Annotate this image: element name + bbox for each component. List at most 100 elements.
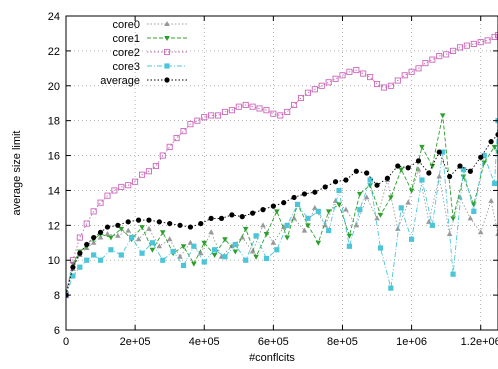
data-point-average bbox=[447, 173, 453, 180]
data-point-core0 bbox=[177, 253, 183, 259]
y-tick-label: 10 bbox=[48, 255, 60, 267]
legend-label-core3: core3 bbox=[112, 61, 140, 73]
data-point-core1 bbox=[439, 113, 446, 119]
legend-marker-core3 bbox=[164, 63, 170, 69]
data-point-average bbox=[478, 154, 484, 160]
data-point-core2 bbox=[111, 187, 118, 194]
data-point-core1 bbox=[346, 233, 353, 239]
data-point-average bbox=[77, 250, 83, 256]
data-point-core3 bbox=[440, 149, 446, 155]
data-point-core1 bbox=[180, 244, 187, 250]
series-line-average bbox=[66, 134, 498, 296]
series-core0 bbox=[66, 166, 498, 298]
data-point-core0 bbox=[436, 173, 443, 179]
legend-label-average: average bbox=[100, 75, 140, 87]
legend-label-core1: core1 bbox=[112, 33, 140, 45]
data-point-core2 bbox=[173, 135, 180, 142]
data-point-core2 bbox=[263, 107, 270, 114]
data-point-average bbox=[301, 191, 308, 197]
data-point-core2 bbox=[429, 56, 436, 63]
series-core3 bbox=[66, 118, 498, 298]
y-tick-label: 20 bbox=[48, 81, 60, 93]
data-point-core2 bbox=[387, 82, 394, 89]
series-core1 bbox=[66, 113, 498, 297]
data-point-core2 bbox=[450, 47, 457, 54]
data-point-core0 bbox=[187, 239, 194, 245]
data-point-core2 bbox=[249, 103, 256, 110]
data-point-average bbox=[332, 179, 339, 185]
data-point-core1 bbox=[336, 202, 342, 208]
data-point-core3 bbox=[201, 259, 207, 265]
data-point-core3 bbox=[129, 234, 135, 241]
plot-frame bbox=[65, 15, 498, 331]
data-point-core2 bbox=[408, 68, 415, 75]
legend-marker-core2 bbox=[163, 48, 171, 56]
data-point-core0 bbox=[426, 218, 432, 224]
data-point-core2 bbox=[242, 101, 249, 109]
data-point-core2 bbox=[470, 40, 477, 47]
data-point-core3 bbox=[91, 252, 97, 258]
data-point-core2 bbox=[277, 112, 284, 119]
data-point-average bbox=[270, 203, 276, 209]
data-point-average bbox=[260, 207, 266, 213]
data-point-core2 bbox=[360, 70, 367, 77]
ticks: 6 8 10 12 14 16 18 20 22 24 0 2e+05 4e+05 6e+05 8e+05 1… bbox=[48, 11, 498, 348]
data-point-core1 bbox=[491, 144, 498, 150]
data-point-core3 bbox=[491, 180, 498, 187]
data-point-core1 bbox=[284, 235, 290, 241]
data-point-core1 bbox=[253, 254, 259, 260]
data-point-core0 bbox=[488, 197, 494, 203]
data-point-average bbox=[146, 217, 152, 223]
data-point-core3 bbox=[212, 247, 218, 253]
data-point-core2 bbox=[477, 39, 484, 46]
data-point-core2 bbox=[332, 75, 339, 82]
data-point-core2 bbox=[270, 110, 277, 117]
data-point-core1 bbox=[356, 191, 363, 197]
data-point-core2 bbox=[180, 128, 187, 135]
data-point-core2 bbox=[235, 103, 242, 110]
data-point-core3 bbox=[315, 208, 321, 214]
data-point-core2 bbox=[436, 53, 443, 60]
data-point-core3 bbox=[367, 177, 373, 183]
data-point-core1 bbox=[139, 225, 145, 231]
legend-label-core0: core0 bbox=[112, 19, 140, 31]
data-point-core3 bbox=[139, 250, 145, 256]
data-point-core2 bbox=[104, 192, 111, 199]
data-point-core2 bbox=[346, 68, 353, 75]
data-point-core2 bbox=[325, 79, 332, 86]
data-point-core2 bbox=[228, 107, 235, 114]
data-point-average bbox=[364, 170, 370, 176]
series-average bbox=[66, 132, 498, 298]
data-point-core0 bbox=[374, 215, 380, 221]
data-point-core1 bbox=[305, 223, 311, 229]
data-point-average bbox=[97, 229, 104, 235]
data-point-core1 bbox=[274, 209, 280, 215]
data-point-core3 bbox=[419, 177, 425, 183]
series-line-core1 bbox=[66, 115, 498, 294]
data-point-core2 bbox=[166, 143, 173, 150]
x-tick-label: 2e+05 bbox=[120, 336, 151, 348]
data-point-core2 bbox=[201, 114, 208, 121]
data-point-core3 bbox=[388, 285, 394, 291]
data-point-core3 bbox=[481, 152, 487, 159]
data-point-average bbox=[84, 241, 90, 248]
data-point-average bbox=[70, 264, 76, 270]
y-tick-label: 8 bbox=[54, 290, 60, 302]
x-tick-label: 8e+05 bbox=[327, 336, 358, 348]
x-tick-label: 4e+05 bbox=[189, 336, 220, 348]
data-point-average bbox=[250, 210, 256, 216]
data-point-core0 bbox=[495, 231, 498, 237]
data-point-core0 bbox=[115, 232, 121, 238]
data-point-core3 bbox=[97, 257, 104, 263]
data-point-core3 bbox=[108, 247, 114, 253]
data-point-core3 bbox=[232, 241, 238, 248]
legend-label-core2: core2 bbox=[112, 47, 140, 59]
data-point-core2 bbox=[443, 51, 450, 58]
x-axis-label: #conflcits bbox=[249, 352, 295, 364]
data-point-core3 bbox=[253, 233, 259, 239]
data-point-core0 bbox=[353, 222, 360, 228]
data-point-core3 bbox=[222, 254, 228, 260]
data-point-core0 bbox=[477, 229, 484, 235]
data-point-core0 bbox=[405, 199, 411, 205]
